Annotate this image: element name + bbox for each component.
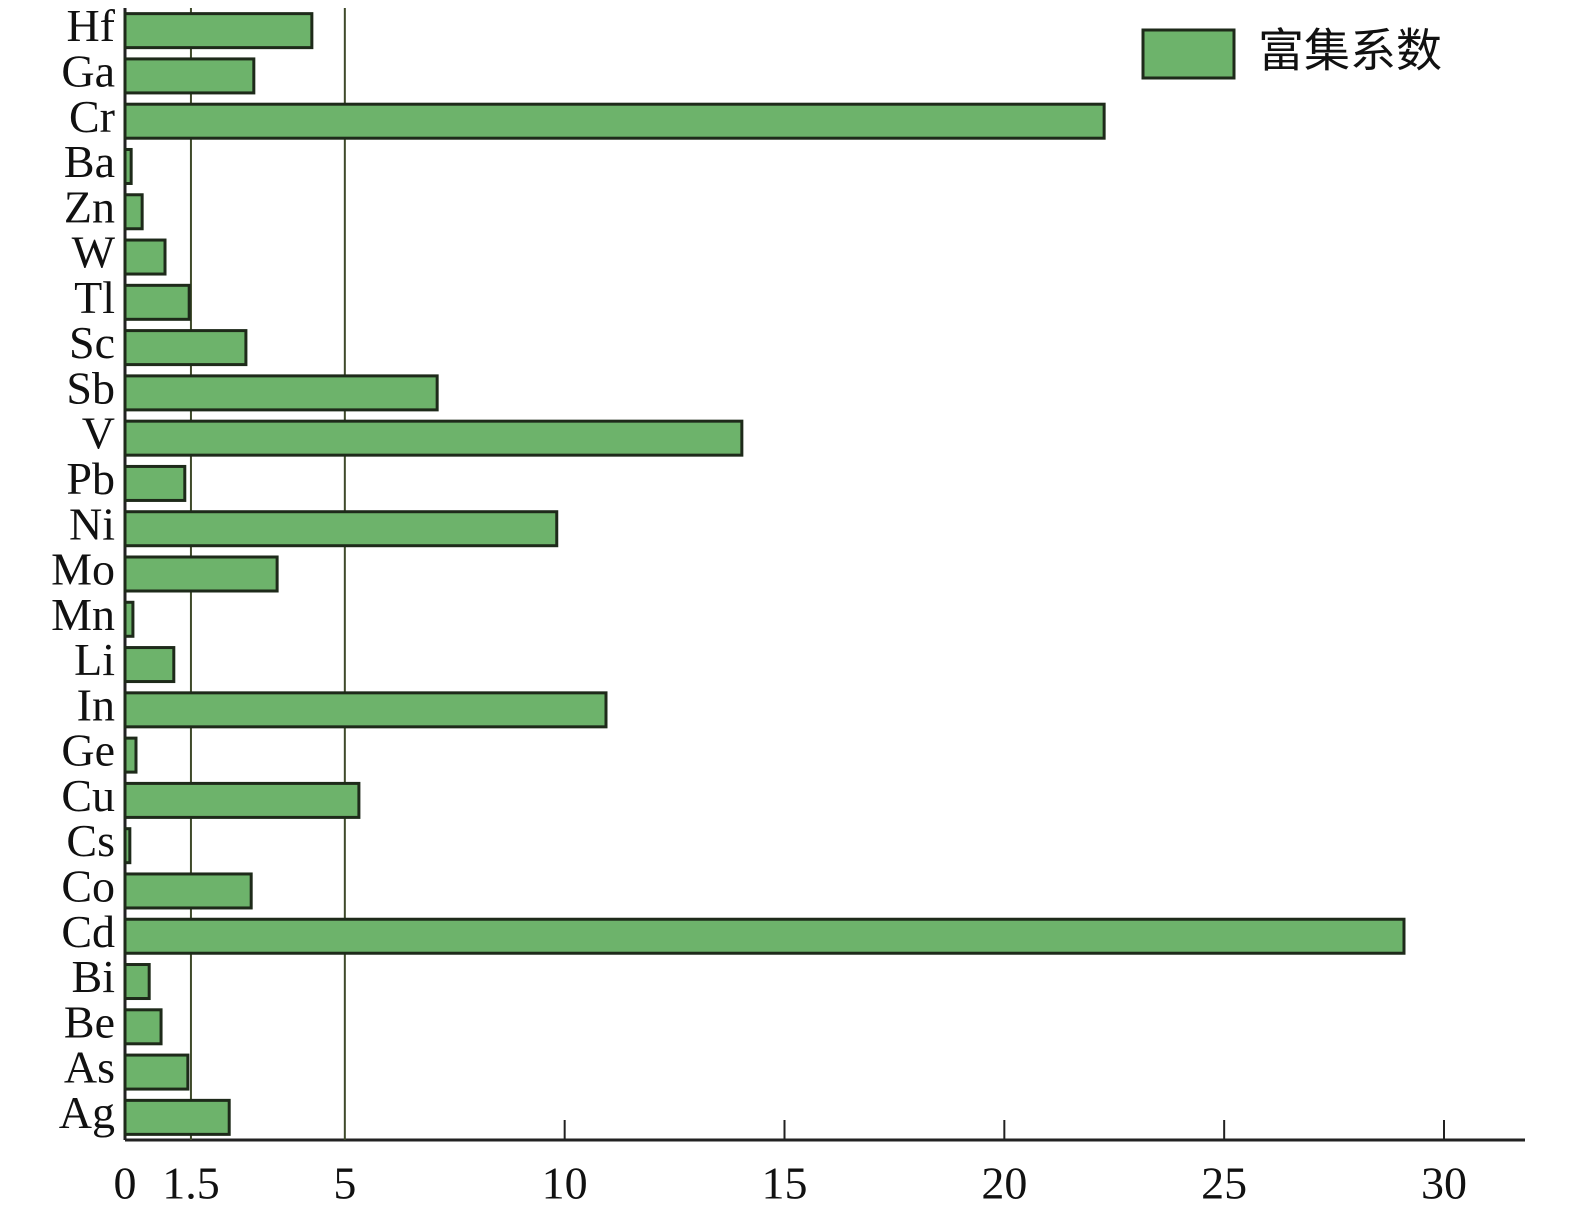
bar: [123, 1098, 231, 1136]
y-tick-label: Pb: [66, 453, 115, 504]
y-tick-label: Cd: [61, 906, 115, 957]
bar: [123, 1008, 163, 1046]
y-tick-label: Mo: [51, 544, 115, 595]
bar: [123, 102, 1106, 140]
y-tick-label: Mn: [51, 589, 115, 640]
y-tick-label: Bi: [72, 951, 115, 1002]
x-tick-label: 1.5: [162, 1158, 220, 1209]
bar: [123, 419, 744, 457]
y-tick-label: Ba: [64, 136, 115, 187]
bar: [123, 374, 439, 412]
y-tick-label: Ni: [69, 498, 115, 549]
y-tick-label: Cu: [61, 770, 115, 821]
bar: [123, 283, 191, 321]
y-tick-label: As: [64, 1042, 115, 1093]
bar: [123, 736, 138, 774]
x-tick-label: 10: [542, 1158, 588, 1209]
bar: [123, 691, 608, 729]
bar: [123, 555, 279, 593]
bar: [123, 147, 133, 185]
x-tick-label: 5: [333, 1158, 356, 1209]
bar: [123, 193, 144, 231]
bar: [123, 781, 361, 819]
bar: [123, 329, 248, 367]
bar: [123, 57, 256, 95]
bar: [123, 238, 167, 276]
bar: [123, 646, 176, 684]
y-tick-label: In: [77, 679, 115, 730]
y-tick-label: Tl: [74, 272, 115, 323]
bar: [123, 917, 1406, 955]
bar: [123, 827, 132, 865]
legend-swatch: [1141, 28, 1236, 80]
y-tick-label: Sb: [66, 362, 115, 413]
x-tick-label: 15: [762, 1158, 808, 1209]
y-tick-label: Co: [61, 861, 115, 912]
bar: [123, 12, 314, 50]
bar: [123, 1053, 190, 1091]
y-tick-label: Ag: [59, 1087, 115, 1138]
y-tick-label: Hf: [66, 0, 115, 51]
y-tick-label: W: [72, 227, 116, 278]
bar: [123, 510, 559, 548]
x-tick-label: 25: [1201, 1158, 1247, 1209]
y-tick-label: Cr: [69, 91, 115, 142]
y-tick-label: Cs: [66, 815, 115, 866]
bar: [123, 963, 151, 1001]
y-tick-label: Be: [64, 996, 115, 1047]
bar: [123, 872, 253, 910]
y-tick-label: Ge: [61, 725, 115, 776]
y-tick-label: Sc: [69, 317, 115, 368]
bar: [123, 464, 187, 502]
bar: [123, 600, 135, 638]
y-tick-label: Zn: [64, 181, 115, 232]
x-tick-label: 30: [1421, 1158, 1467, 1209]
y-tick-label: Ga: [61, 45, 115, 96]
x-tick-label: 20: [981, 1158, 1027, 1209]
y-tick-label: V: [82, 408, 115, 459]
legend-label: 富集系数: [1258, 26, 1442, 77]
y-tick-label: Li: [74, 634, 115, 685]
x-tick-label: 0: [114, 1158, 137, 1209]
